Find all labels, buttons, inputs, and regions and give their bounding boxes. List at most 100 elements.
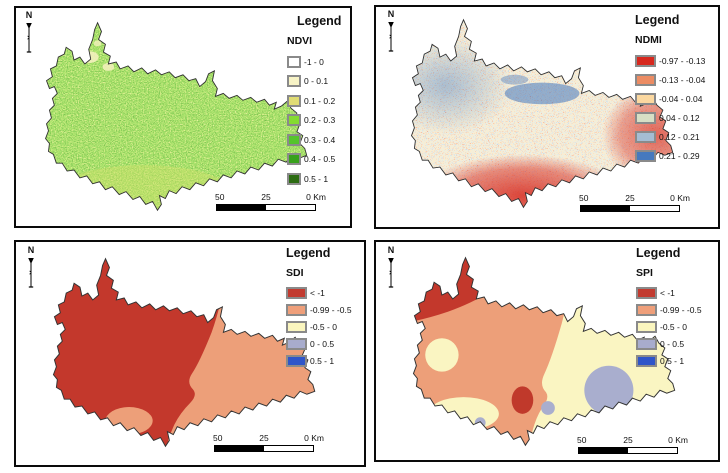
sdi-watershed-map <box>52 258 316 447</box>
scale-bar-black-segment <box>217 205 266 210</box>
scale-bar-black-segment <box>215 446 264 451</box>
scale-label: 0 Km <box>306 192 326 202</box>
scale-label: 50 <box>577 435 587 445</box>
scale-bar-graphic <box>216 204 316 211</box>
north-arrow-icon <box>388 22 394 52</box>
legend-class-label: -0.99 - -0.5 <box>660 304 702 315</box>
legend-swatch <box>636 320 657 333</box>
layer-name: SDI <box>286 267 304 279</box>
north-label: N <box>25 10 33 20</box>
legend-swatch <box>635 73 656 86</box>
north-arrow: N <box>24 246 38 290</box>
legend-item: 0.5 - 1 <box>287 169 347 189</box>
legend-item: < -1 <box>636 284 710 301</box>
scale-bar: 50 25 0 Km <box>578 193 690 215</box>
legend-swatch <box>286 337 307 350</box>
legend-title: Legend <box>286 246 331 260</box>
legend-swatch <box>287 172 301 185</box>
spi-watershed-map <box>412 257 676 446</box>
legend-class-label: 0.04 - 0.12 <box>659 112 700 123</box>
north-label: N <box>387 9 395 19</box>
legend-swatch <box>635 92 656 105</box>
scale-bar-white-segment <box>266 205 315 210</box>
legend-swatch <box>635 111 656 124</box>
scale-bar: 50 25 0 Km <box>212 433 324 455</box>
scale-label: 0 Km <box>670 193 690 203</box>
legend-swatch <box>286 286 307 299</box>
legend-title: Legend <box>635 13 680 27</box>
legend-class-label: < -1 <box>310 287 325 298</box>
legend-class-label: 0.4 - 0.5 <box>304 154 336 165</box>
north-label: N <box>387 245 395 255</box>
legend-item: < -1 <box>286 284 358 301</box>
map-panel-sdi: N Legend SDI < -1 -0.99 - -0.5 -0.5 - 0 … <box>14 240 366 467</box>
legend-item: 0.04 - 0.12 <box>635 108 715 127</box>
legend-item: -0.04 - 0.04 <box>635 89 715 108</box>
scale-bar-white-segment <box>630 206 679 211</box>
legend-swatch <box>287 153 301 166</box>
north-arrow: N <box>22 11 36 55</box>
scale-label: 25 <box>259 433 269 443</box>
legend-item: 0.1 - 0.2 <box>287 91 347 111</box>
legend-swatch <box>636 337 657 350</box>
legend-class-label: 0 - 0.1 <box>304 76 329 87</box>
scale-bar: 50 25 0 Km <box>214 193 326 214</box>
legend-class-label: 0 - 0.5 <box>660 338 685 349</box>
legend-item: -1 - 0 <box>287 52 347 72</box>
scale-bar: 50 25 0 Km <box>576 435 688 457</box>
legend-swatch <box>286 354 307 367</box>
ndvi-watershed-map <box>45 22 308 211</box>
scale-bar-white-segment <box>628 448 677 453</box>
legend-class-label: -0.99 - -0.5 <box>310 304 352 315</box>
legend-swatch <box>636 286 657 299</box>
scale-bar-black-segment <box>579 448 628 453</box>
scale-bar-graphic <box>578 447 678 454</box>
layer-name: SPI <box>636 267 653 279</box>
scale-label: 25 <box>623 435 633 445</box>
legend-swatch <box>287 133 301 146</box>
legend-class-label: 0.12 - 0.21 <box>659 131 700 142</box>
legend-title: Legend <box>297 14 342 28</box>
legend-class-label: -0.04 - 0.04 <box>659 93 703 104</box>
legend-class-label: 0.1 - 0.2 <box>304 95 336 106</box>
scale-label: 25 <box>625 193 635 203</box>
layer-name: NDMI <box>635 34 662 46</box>
legend-class-label: -0.97 - -0.13 <box>659 55 706 66</box>
legend-class-label: 0.5 - 1 <box>310 355 335 366</box>
legend-item: 0.5 - 1 <box>286 352 358 369</box>
legend-class-label: -1 - 0 <box>304 56 324 67</box>
scale-bar-graphic <box>580 205 680 212</box>
legend-swatch <box>286 320 307 333</box>
north-arrow: N <box>384 10 398 54</box>
north-arrow-icon <box>388 258 394 288</box>
legend-swatch <box>287 114 301 127</box>
legend-item: -0.97 - -0.13 <box>635 51 715 70</box>
legend-swatch <box>287 94 301 107</box>
legend-item: 0.3 - 0.4 <box>287 130 347 150</box>
map-panel-spi: N Legend SPI < -1 -0.99 - -0.5 -0.5 - 0 … <box>374 240 720 462</box>
north-arrow: N <box>384 246 398 290</box>
legend-item: 0 - 0.5 <box>636 335 710 352</box>
legend-item: 0 - 0.1 <box>287 72 347 92</box>
north-arrow-icon <box>28 258 34 288</box>
legend-item: 0.5 - 1 <box>636 352 710 369</box>
legend-class-label: 0 - 0.5 <box>310 338 335 349</box>
legend-spi: Legend SPI < -1 -0.99 - -0.5 -0.5 - 0 0 … <box>636 246 710 369</box>
ndmi-watershed-map <box>410 19 674 208</box>
legend-swatch <box>635 54 656 67</box>
scale-bar-graphic <box>214 445 314 452</box>
scale-bar-white-segment <box>264 446 313 451</box>
scale-label: 50 <box>213 433 223 443</box>
legend-swatch <box>635 149 656 162</box>
legend-class-label: 0.5 - 1 <box>304 173 329 184</box>
legend-class-label: < -1 <box>660 287 675 298</box>
layer-name: NDVI <box>287 35 313 47</box>
legend-swatch <box>636 354 657 367</box>
legend-class-label: 0.3 - 0.4 <box>304 134 336 145</box>
legend-ndmi: Legend NDMI -0.97 - -0.13 -0.13 - -0.04 … <box>635 13 715 165</box>
legend-item: -0.99 - -0.5 <box>286 301 358 318</box>
legend-item: 0.21 - 0.29 <box>635 146 715 165</box>
north-arrow-icon <box>26 23 32 53</box>
legend-item: -0.5 - 0 <box>286 318 358 335</box>
